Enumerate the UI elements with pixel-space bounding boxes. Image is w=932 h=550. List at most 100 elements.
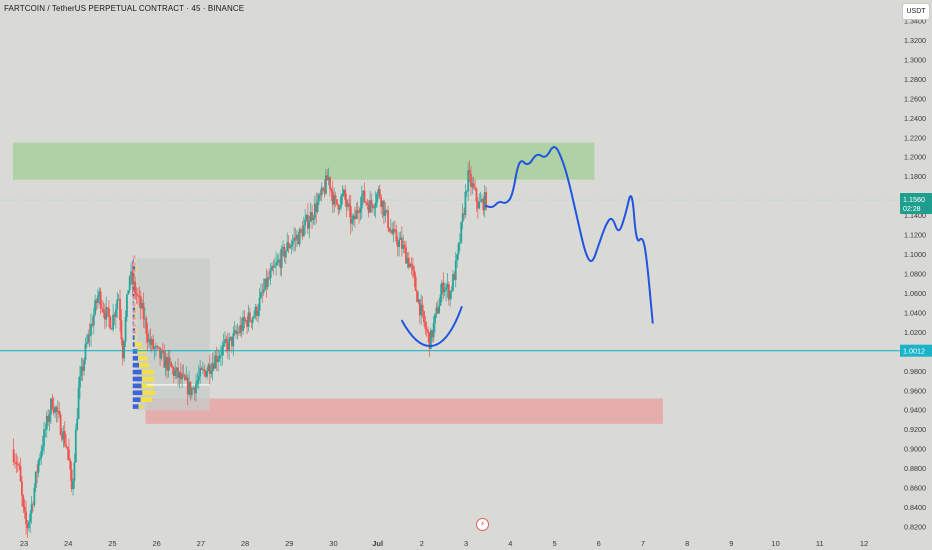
candle-body bbox=[276, 261, 279, 264]
candle-body bbox=[301, 229, 304, 237]
candle-body bbox=[247, 312, 250, 327]
candle-body bbox=[135, 293, 138, 296]
candle-body bbox=[32, 504, 34, 506]
horizontal-line-layer bbox=[0, 199, 900, 352]
candle-body bbox=[371, 205, 374, 209]
currency-badge[interactable]: USDT bbox=[902, 3, 930, 20]
candle-body bbox=[185, 377, 188, 380]
candle-body bbox=[38, 457, 41, 461]
candle-body bbox=[98, 291, 101, 296]
candle-body bbox=[101, 308, 103, 310]
candle-body bbox=[423, 311, 425, 323]
profile-bar-upper bbox=[132, 269, 136, 273]
candle-body bbox=[156, 346, 159, 348]
profile-bar-upper bbox=[132, 330, 136, 334]
lightning-icon[interactable]: ⚡ bbox=[476, 518, 489, 531]
profile-bar-value bbox=[135, 328, 138, 333]
candle-body bbox=[398, 239, 400, 248]
candle-body bbox=[27, 522, 30, 529]
profile-bar-value bbox=[133, 300, 135, 306]
profile-bar-value bbox=[139, 362, 150, 368]
candle-body bbox=[127, 290, 130, 295]
candle-body bbox=[178, 372, 181, 378]
candle-body bbox=[348, 203, 351, 207]
candle-body bbox=[242, 317, 244, 332]
axis-layer: 1.3400 1.3200 1.3000 1.2800 1.2600 1.2400 1.22… bbox=[20, 0, 932, 550]
candle-body bbox=[392, 228, 395, 234]
price-axis[interactable] bbox=[900, 0, 932, 550]
candle-body bbox=[286, 242, 289, 251]
candle-body bbox=[117, 298, 120, 300]
candle-body bbox=[240, 325, 243, 332]
candle-body bbox=[95, 300, 98, 303]
y-tick-label: 0.8800 bbox=[904, 464, 926, 473]
candle-body bbox=[116, 299, 119, 309]
profile-bar bbox=[132, 349, 138, 354]
y-tick-label: 0.8400 bbox=[904, 503, 926, 512]
candle-body bbox=[206, 371, 208, 377]
candle-body bbox=[76, 418, 79, 430]
candle-body bbox=[268, 277, 271, 279]
candle-body bbox=[458, 242, 461, 244]
candle-body bbox=[235, 330, 237, 334]
profile-bar bbox=[132, 355, 139, 361]
profile-bar-value bbox=[138, 355, 148, 361]
candle-body bbox=[410, 263, 413, 266]
candle-body bbox=[200, 368, 203, 370]
candle-body bbox=[342, 189, 345, 194]
candle-body bbox=[474, 187, 476, 189]
y-tick-label: 1.1400 bbox=[904, 211, 926, 220]
candle-body bbox=[366, 202, 369, 205]
candle-body bbox=[196, 380, 199, 384]
candle-body bbox=[120, 320, 123, 340]
candle-body bbox=[345, 199, 348, 207]
profile-bar-upper bbox=[132, 289, 136, 294]
candle-body bbox=[175, 367, 178, 371]
resistance-zone[interactable] bbox=[12, 142, 595, 180]
profile-bar-value bbox=[138, 404, 144, 409]
y-tick-label: 1.2400 bbox=[904, 114, 926, 123]
projection-line[interactable] bbox=[485, 146, 654, 324]
candle-body bbox=[291, 241, 294, 245]
candle-body bbox=[427, 330, 430, 333]
x-tick-label: 25 bbox=[108, 539, 116, 548]
candle-body bbox=[131, 271, 134, 285]
candle-body bbox=[91, 323, 94, 326]
candle-body bbox=[215, 355, 218, 362]
candle-body bbox=[43, 429, 45, 447]
x-tick-label: 9 bbox=[729, 539, 733, 548]
y-tick-label: 1.2000 bbox=[904, 153, 926, 162]
candle-body bbox=[446, 284, 449, 288]
profile-bar bbox=[132, 293, 135, 299]
candle-body bbox=[403, 244, 406, 248]
candle-body bbox=[456, 254, 459, 261]
candle-body bbox=[123, 341, 126, 359]
profile-bar bbox=[132, 383, 142, 389]
profile-bar bbox=[132, 362, 140, 368]
x-tick-label: 24 bbox=[64, 539, 72, 548]
candle-body bbox=[424, 322, 427, 329]
candle-body bbox=[309, 211, 312, 222]
y-tick-label: 0.8200 bbox=[904, 523, 926, 532]
candle-body bbox=[251, 317, 254, 323]
candle-body bbox=[224, 339, 226, 344]
candle-body bbox=[231, 336, 233, 347]
y-tick-label: 1.2200 bbox=[904, 133, 926, 142]
profile-bar-value bbox=[134, 273, 136, 278]
candle-body bbox=[483, 192, 486, 211]
candle-body bbox=[184, 375, 186, 380]
profile-bar-value bbox=[141, 376, 155, 382]
candle-body bbox=[44, 429, 47, 431]
cup-curve[interactable] bbox=[401, 306, 463, 348]
support-zone[interactable] bbox=[145, 398, 663, 424]
profile-bar-upper bbox=[132, 262, 136, 266]
candle-body bbox=[90, 323, 92, 336]
candle-body bbox=[418, 299, 421, 316]
candle-body bbox=[134, 281, 137, 294]
candle-body bbox=[155, 346, 157, 349]
candle-body bbox=[280, 248, 283, 268]
candle-body bbox=[113, 314, 116, 317]
candle-body bbox=[228, 338, 231, 351]
